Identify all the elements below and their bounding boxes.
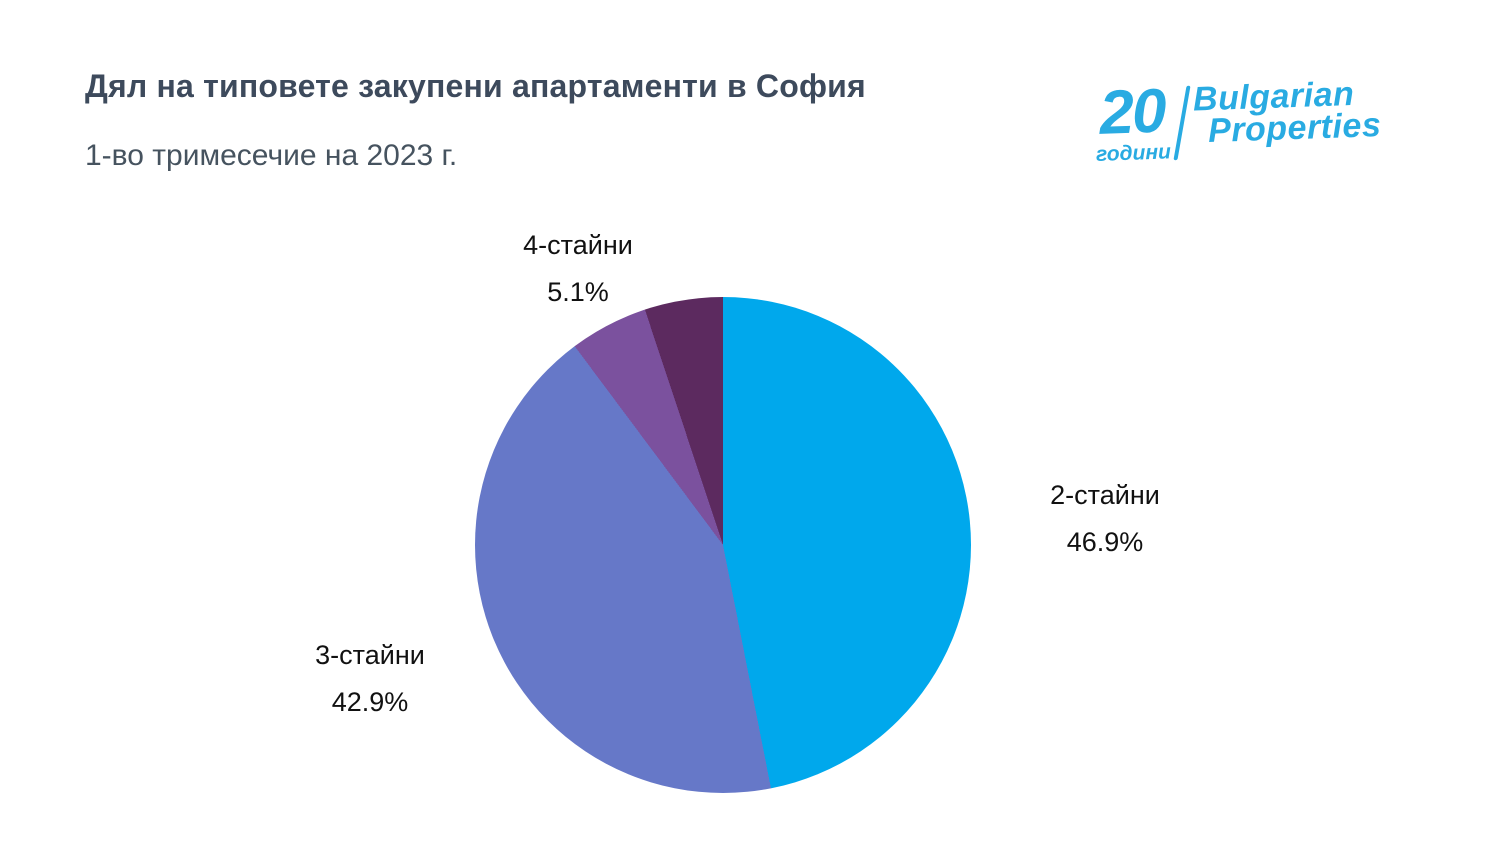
slice-label-2-rooms-name: 2-стайни	[1050, 480, 1160, 510]
slice-label-4-rooms-pct: 5.1%	[547, 277, 609, 307]
slice-label-3-rooms-name: 3-стайни	[315, 640, 425, 670]
chart-subtitle: 1-во тримесечие на 2023 г.	[85, 139, 458, 172]
chart-header: Дял на типовете закупени апартаменти в С…	[85, 68, 866, 173]
slice-label-2-rooms-pct: 46.9%	[1066, 527, 1144, 557]
slice-label-2-rooms: 2-стайни 46.9%	[975, 472, 1235, 566]
chart-title: Дял на типовете закупени апартаменти в С…	[85, 68, 866, 104]
slice-label-4-rooms-name: 4-стайни	[523, 230, 633, 260]
pie-graphic	[475, 297, 971, 793]
slice-label-3-rooms-pct: 42.9%	[331, 687, 409, 717]
slice-label-4-rooms: 4-стайни 5.1%	[448, 222, 708, 316]
slice-label-3-rooms: 3-стайни 42.9%	[240, 632, 500, 726]
